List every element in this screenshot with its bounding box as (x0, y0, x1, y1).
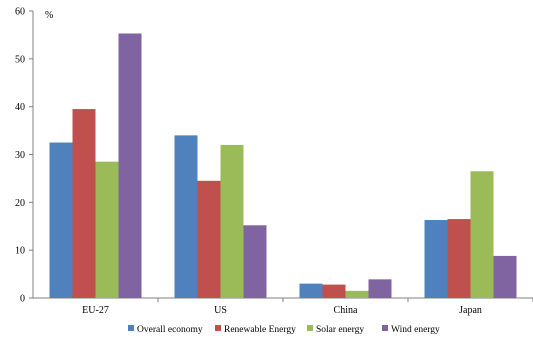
x-tick-label: EU-27 (82, 305, 109, 316)
bar-overall-economy (424, 220, 448, 298)
legend-label: Wind energy (391, 325, 440, 335)
y-tick-label: 0 (20, 294, 25, 305)
legend-swatch (307, 325, 313, 331)
legend-label: Renewable Energy (224, 325, 296, 335)
bar-renewable-energy (197, 180, 221, 298)
y-axis-label: % (45, 10, 53, 21)
y-tick-label: 20 (15, 198, 25, 209)
legend-label: Solar energy (316, 325, 364, 335)
bar-wind-energy (368, 279, 392, 298)
bar-wind-energy (243, 225, 267, 298)
bar-solar-energy (220, 144, 244, 298)
y-tick-label: 40 (15, 102, 25, 113)
bar-solar-energy (470, 171, 494, 298)
bar-solar-energy (345, 290, 369, 298)
bar-wind-energy (493, 255, 517, 298)
x-tick-label: US (214, 305, 227, 316)
x-tick-label: China (334, 305, 358, 316)
bar-renewable-energy (72, 109, 96, 298)
bar-overall-economy (174, 135, 198, 298)
bar-overall-economy (49, 142, 73, 298)
legend-swatch (128, 325, 134, 331)
bar-renewable-energy (447, 219, 471, 298)
legend-label: Overall economy (137, 325, 203, 335)
bar-wind-energy (118, 33, 142, 299)
bar-renewable-energy (322, 284, 346, 298)
y-tick-label: 60 (15, 7, 25, 18)
y-tick-label: 30 (15, 150, 25, 161)
y-tick-label: 10 (15, 246, 25, 257)
legend-swatch (215, 325, 221, 331)
chart-bars (49, 33, 517, 299)
chart-legend: Overall economy Renewable Energy Solar ene… (128, 325, 440, 335)
x-tick-label: Japan (459, 305, 482, 316)
bar-overall-economy (299, 283, 323, 298)
y-tick-label: 50 (15, 54, 25, 65)
legend-swatch (382, 325, 388, 331)
bar-solar-energy (95, 161, 119, 298)
